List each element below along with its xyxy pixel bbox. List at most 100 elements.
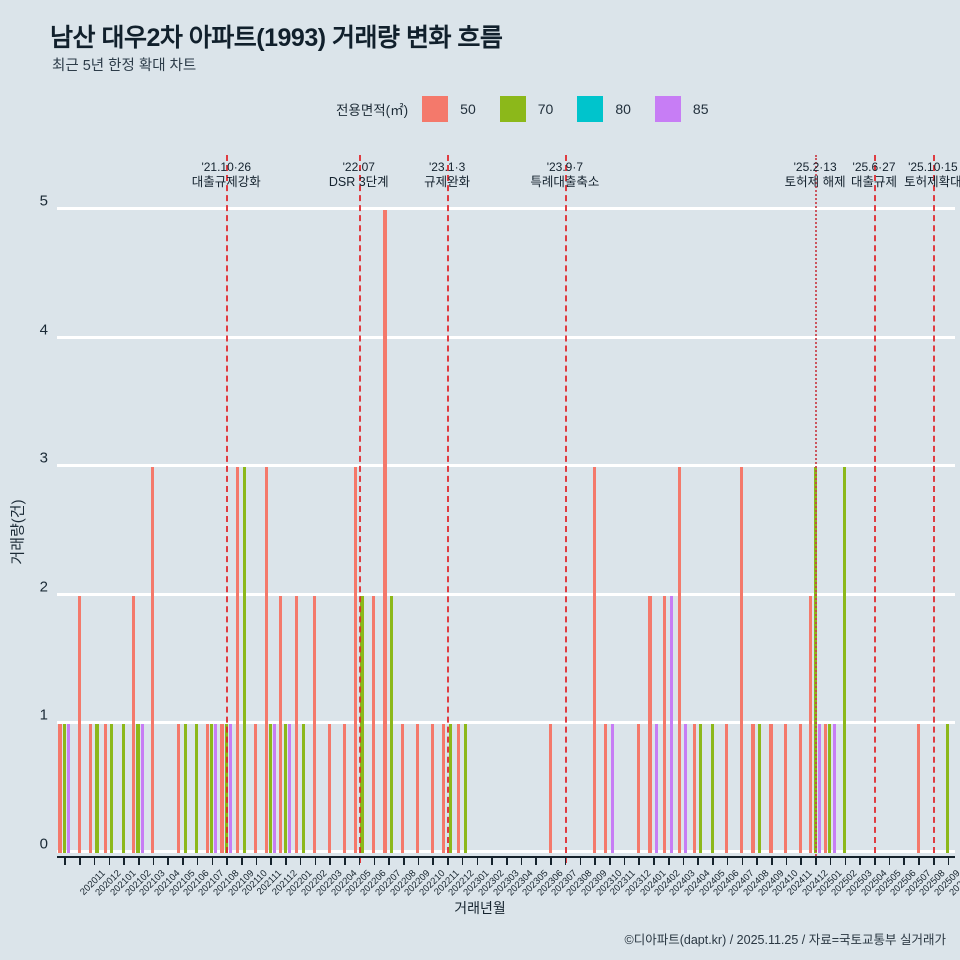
bar[interactable] [430,724,434,853]
bar[interactable] [371,595,376,853]
bar[interactable] [769,724,773,853]
bar[interactable] [287,724,292,853]
bar[interactable] [360,595,364,853]
bar[interactable] [610,724,614,853]
x-tick-mark [285,856,287,865]
bar[interactable] [824,724,828,853]
x-tick-mark [79,856,81,865]
gridline-1 [57,721,955,725]
bar[interactable] [342,724,346,853]
bar[interactable] [242,467,246,853]
bar[interactable] [264,467,268,853]
annotation-line-202110 [226,155,230,863]
bar[interactable] [283,724,287,853]
bar[interactable] [457,724,461,853]
bar[interactable] [279,595,283,853]
bar[interactable] [648,595,652,853]
bar[interactable] [739,467,744,853]
bar[interactable] [58,724,62,853]
bar[interactable] [183,724,187,853]
bar[interactable] [62,724,66,853]
x-tick-mark [64,856,66,865]
bar[interactable] [416,724,420,853]
bar[interactable] [699,724,703,853]
bar[interactable] [210,724,214,853]
bar[interactable] [592,467,596,853]
bar[interactable] [273,724,277,853]
bar[interactable] [353,467,358,853]
x-tick-mark [432,856,434,865]
legend-item-70[interactable]: 70 [499,96,553,122]
bar[interactable] [448,724,452,853]
bar[interactable] [389,595,393,853]
bar[interactable] [798,724,802,853]
bar[interactable] [832,724,836,853]
bar[interactable] [548,724,552,853]
bar[interactable] [295,595,299,853]
bar[interactable] [205,724,209,853]
x-tick-mark [491,856,493,865]
bar[interactable] [751,724,755,853]
bar[interactable] [132,595,136,853]
bar[interactable] [604,724,608,853]
bar[interactable] [89,724,93,853]
x-tick-mark [697,856,699,865]
bar[interactable] [636,724,641,853]
bar[interactable] [229,724,233,853]
bar[interactable] [177,724,181,853]
bar[interactable] [663,595,667,853]
bar[interactable] [313,595,317,853]
bar[interactable] [401,724,405,853]
bar[interactable] [946,724,950,853]
bar[interactable] [463,724,467,853]
bar[interactable] [254,724,258,853]
gridline-5 [57,207,955,210]
bar[interactable] [757,724,762,853]
x-tick-mark [741,856,744,865]
bar[interactable] [677,467,681,853]
bar[interactable] [67,724,71,853]
bar[interactable] [195,724,199,853]
bar[interactable] [442,724,446,853]
x-tick-mark [506,856,508,865]
bar[interactable] [809,595,813,853]
bar[interactable] [103,724,107,853]
bar[interactable] [843,467,847,853]
legend-item-50[interactable]: 50 [422,96,476,122]
bar[interactable] [214,724,218,853]
bar[interactable] [136,724,140,853]
x-tick-mark [874,856,876,865]
bar[interactable] [828,724,832,853]
bar[interactable] [220,724,224,853]
bar[interactable] [140,724,144,853]
bar[interactable] [784,724,788,853]
bar[interactable] [916,724,920,853]
bar[interactable] [669,595,673,853]
bar[interactable] [654,724,658,853]
bar[interactable] [268,724,272,853]
y-tick-label: 2 [39,578,48,596]
bar[interactable] [725,724,729,853]
x-tick-mark [785,856,788,865]
bar[interactable] [121,724,125,853]
bar[interactable] [110,724,114,853]
bar[interactable] [692,724,696,853]
annotation-label-202506: '25.6·27 대출규제 [809,160,939,190]
bar[interactable] [327,724,331,853]
bar[interactable] [710,724,714,853]
legend-item-80[interactable]: 80 [577,96,631,122]
bar[interactable] [151,467,155,853]
x-tick-mark [859,856,861,865]
bar[interactable] [817,724,821,853]
bar[interactable] [684,724,688,853]
annotation-date: '23.1·3 [428,160,466,174]
gridline-2 [57,592,955,596]
bar[interactable] [383,210,387,853]
x-tick-mark [344,856,346,865]
bar[interactable] [77,595,81,853]
x-tick-mark [270,856,273,865]
legend-item-85[interactable]: 85 [654,96,708,122]
bar[interactable] [236,467,240,853]
bar[interactable] [301,724,305,853]
bar[interactable] [95,724,99,853]
